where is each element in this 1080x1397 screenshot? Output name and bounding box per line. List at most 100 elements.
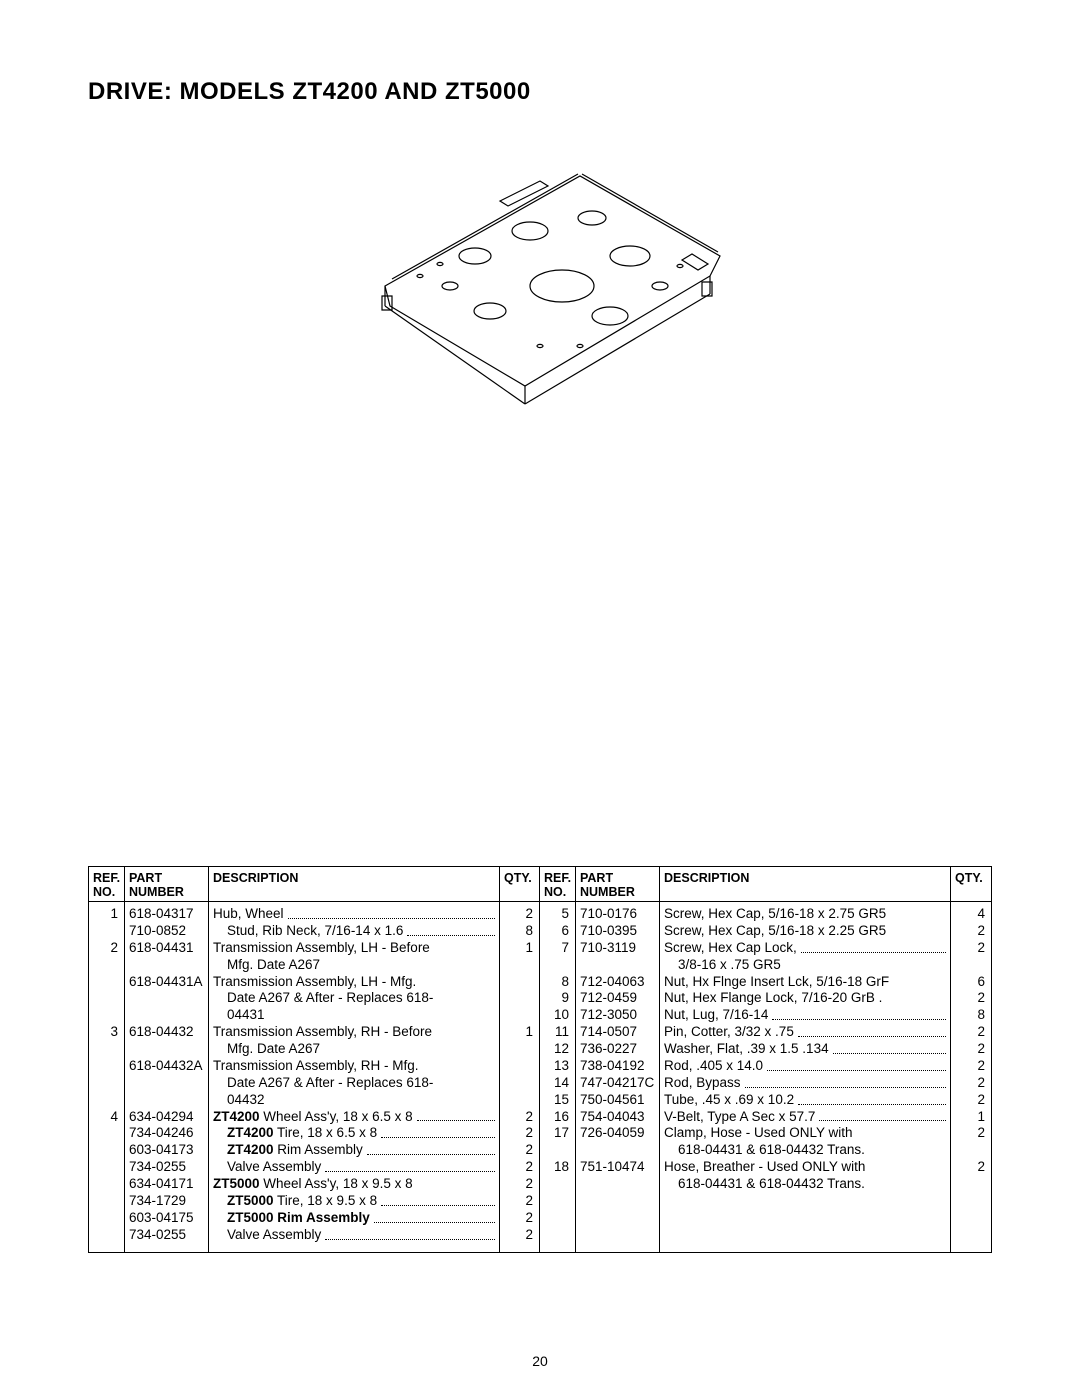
cell xyxy=(580,957,655,974)
cell: 16 xyxy=(544,1109,569,1126)
description-cell: Transmission Assembly, LH - Before xyxy=(213,940,495,957)
description-cell: Mfg. Date A267 xyxy=(213,1041,495,1058)
cell: 2 xyxy=(955,1159,985,1176)
description-cell: Screw, Hex Cap Lock, xyxy=(664,940,946,957)
cell: 4 xyxy=(955,906,985,923)
cell xyxy=(93,1227,118,1244)
cell: 734-04246 xyxy=(129,1125,204,1142)
cell: 2 xyxy=(504,1193,533,1210)
cell: 734-1729 xyxy=(129,1193,204,1210)
cell: 2 xyxy=(504,1210,533,1227)
description-cell: 618-04431 & 618-04432 Trans. xyxy=(664,1176,946,1193)
description-cell: Transmission Assembly, LH - Mfg. xyxy=(213,974,495,991)
cell: 2 xyxy=(955,1125,985,1142)
cell xyxy=(93,1092,118,1109)
description-cell: Pin, Cotter, 3/32 x .75 xyxy=(664,1024,946,1041)
cell: 10 xyxy=(544,1007,569,1024)
hdr-desc-2: DESCRIPTION xyxy=(660,867,950,902)
right-desc-col: DESCRIPTION Screw, Hex Cap, 5/16-18 x 2.… xyxy=(660,867,951,1252)
description-cell: Transmission Assembly, RH - Before xyxy=(213,1024,495,1041)
cell: 734-0255 xyxy=(129,1159,204,1176)
cell xyxy=(93,1041,118,1058)
cell: 603-04173 xyxy=(129,1142,204,1159)
cell xyxy=(504,990,533,1007)
cell: 710-0852 xyxy=(129,923,204,940)
description-cell: ZT5000 Wheel Ass'y, 18 x 9.5 x 8 xyxy=(213,1176,495,1193)
cell xyxy=(129,1007,204,1024)
cell: 603-04175 xyxy=(129,1210,204,1227)
description-cell: V-Belt, Type A Sec x 57.7 xyxy=(664,1109,946,1126)
description-cell: ZT5000 Rim Assembly xyxy=(213,1210,495,1227)
cell xyxy=(504,1058,533,1075)
cell xyxy=(129,990,204,1007)
left-qty-col: QTY. 281 1 22222222 xyxy=(500,867,540,1252)
cell: 2 xyxy=(955,1024,985,1041)
hdr-desc: DESCRIPTION xyxy=(209,867,499,902)
cell: 736-0227 xyxy=(580,1041,655,1058)
cell: 2 xyxy=(955,1041,985,1058)
cell: 2 xyxy=(504,1142,533,1159)
drive-plate-diagram xyxy=(330,146,750,406)
cell xyxy=(93,1193,118,1210)
description-cell: Valve Assembly xyxy=(213,1227,495,1244)
cell: 6 xyxy=(955,974,985,991)
cell: 2 xyxy=(504,906,533,923)
description-cell: 3/8-16 x .75 GR5 xyxy=(664,957,946,974)
cell: 15 xyxy=(544,1092,569,1109)
cell: 1 xyxy=(504,940,533,957)
description-cell: 618-04431 & 618-04432 Trans. xyxy=(664,1142,946,1159)
description-cell: Rod, Bypass xyxy=(664,1075,946,1092)
cell: 710-0395 xyxy=(580,923,655,940)
page-number: 20 xyxy=(0,1353,1080,1369)
cell xyxy=(93,1125,118,1142)
cell xyxy=(129,1092,204,1109)
description-cell: Washer, Flat, .39 x 1.5 .134 xyxy=(664,1041,946,1058)
cell xyxy=(93,974,118,991)
hdr-part: PART NUMBER xyxy=(125,867,208,902)
cell xyxy=(93,957,118,974)
cell xyxy=(93,1210,118,1227)
cell: 714-0507 xyxy=(580,1024,655,1041)
description-cell: Hub, Wheel xyxy=(213,906,495,923)
cell: 1 xyxy=(504,1024,533,1041)
cell xyxy=(504,957,533,974)
cell xyxy=(504,1007,533,1024)
right-part-col: PART NUMBER 710-0176710-0395710-3119 712… xyxy=(576,867,660,1252)
description-cell: Valve Assembly xyxy=(213,1159,495,1176)
description-cell: Nut, Lug, 7/16-14 xyxy=(664,1007,946,1024)
cell xyxy=(93,990,118,1007)
cell: 710-0176 xyxy=(580,906,655,923)
description-cell: 04431 xyxy=(213,1007,495,1024)
cell: 1 xyxy=(955,1109,985,1126)
description-cell: Mfg. Date A267 xyxy=(213,957,495,974)
cell: 618-04317 xyxy=(129,906,204,923)
cell: 12 xyxy=(544,1041,569,1058)
cell xyxy=(129,957,204,974)
cell: 710-3119 xyxy=(580,940,655,957)
cell: 751-10474 xyxy=(580,1159,655,1176)
cell: 2 xyxy=(955,923,985,940)
cell: 2 xyxy=(504,1159,533,1176)
parts-table: REF. NO. 1 2 3 4 PART NUMBER 618-0431771… xyxy=(88,866,992,1253)
description-cell: Tube, .45 x .69 x 10.2 xyxy=(664,1092,946,1109)
hdr-qty-2: QTY. xyxy=(951,867,991,902)
cell xyxy=(955,1176,985,1193)
cell: 8 xyxy=(955,1007,985,1024)
cell xyxy=(93,1007,118,1024)
description-cell: ZT4200 Rim Assembly xyxy=(213,1142,495,1159)
cell: 618-04432A xyxy=(129,1058,204,1075)
cell: 750-04561 xyxy=(580,1092,655,1109)
cell: 726-04059 xyxy=(580,1125,655,1142)
cell: 634-04294 xyxy=(129,1109,204,1126)
cell: 2 xyxy=(955,990,985,1007)
cell: 2 xyxy=(955,1058,985,1075)
cell: 734-0255 xyxy=(129,1227,204,1244)
page: DRIVE: MODELS ZT4200 AND ZT5000 xyxy=(0,0,1080,1397)
cell xyxy=(544,957,569,974)
description-cell: Rod, .405 x 14.0 xyxy=(664,1058,946,1075)
cell: 634-04171 xyxy=(129,1176,204,1193)
description-cell: Nut, Hex Flange Lock, 7/16-20 GrB . xyxy=(664,990,946,1007)
cell: 13 xyxy=(544,1058,569,1075)
cell: 8 xyxy=(544,974,569,991)
cell: 17 xyxy=(544,1125,569,1142)
